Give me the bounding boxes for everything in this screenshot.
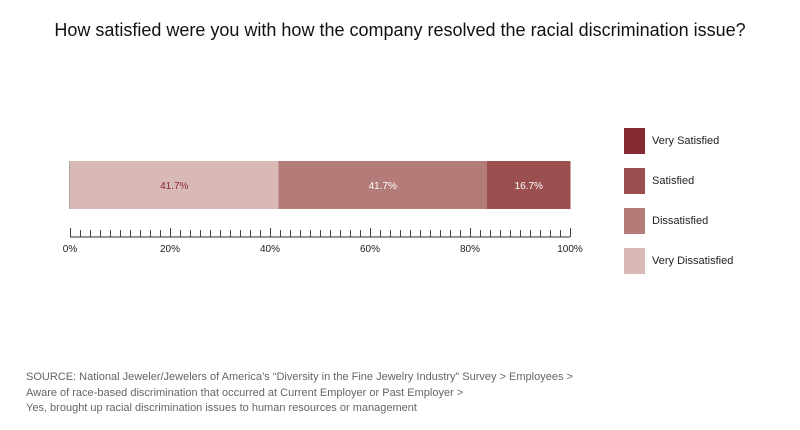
x-tick-label: 100% <box>557 244 583 255</box>
legend-item: Very Satisfied <box>624 128 733 154</box>
x-axis: 0% 20% 40% 60% 80% 100% <box>63 228 583 255</box>
x-tick-label: 40% <box>260 244 280 255</box>
data-label: 41.7% <box>160 181 188 192</box>
bar-segment-very-dissatisfied <box>70 161 279 209</box>
legend-label: Very Dissatisfied <box>652 255 734 267</box>
legend-swatch <box>624 128 645 154</box>
legend-item: Satisfied <box>624 168 733 194</box>
x-tick-label: 20% <box>160 244 180 255</box>
source-line-3: Yes, brought up racial discrimination is… <box>26 402 417 414</box>
x-tick-label: 80% <box>460 244 480 255</box>
legend-swatch <box>624 168 645 194</box>
legend-swatch <box>624 208 645 234</box>
data-label: 16.7% <box>515 181 543 192</box>
stacked-bar-chart: 41.7% 41.7% 16.7% 0% 20% 40% 60% 80% 100% <box>63 161 583 255</box>
source-line-1: SOURCE: National Jeweler/Jewelers of Ame… <box>26 371 573 383</box>
bar-segments: 41.7% 41.7% 16.7% <box>69 161 571 209</box>
source-line-2: Aware of race-based discrimination that … <box>26 386 464 399</box>
legend: Very Satisfied Satisfied Dissatisfied Very … <box>624 128 733 288</box>
data-label: 41.7% <box>369 181 397 192</box>
legend-label: Dissatisfied <box>652 215 709 227</box>
legend-label: Satisfied <box>652 175 695 187</box>
bar-segment-satisfied <box>487 161 571 209</box>
chart-title: How satisfied were you with how the comp… <box>54 20 746 40</box>
x-tick-label: 0% <box>63 244 78 255</box>
legend-item: Very Dissatisfied <box>624 248 733 274</box>
legend-item: Dissatisfied <box>624 208 733 234</box>
legend-swatch <box>624 248 645 274</box>
legend-label: Very Satisfied <box>652 135 720 147</box>
source-note: SOURCE: National Jeweler/Jewelers of Ame… <box>26 370 726 417</box>
bar-segment-dissatisfied <box>278 161 487 209</box>
x-tick-label: 60% <box>360 244 380 255</box>
